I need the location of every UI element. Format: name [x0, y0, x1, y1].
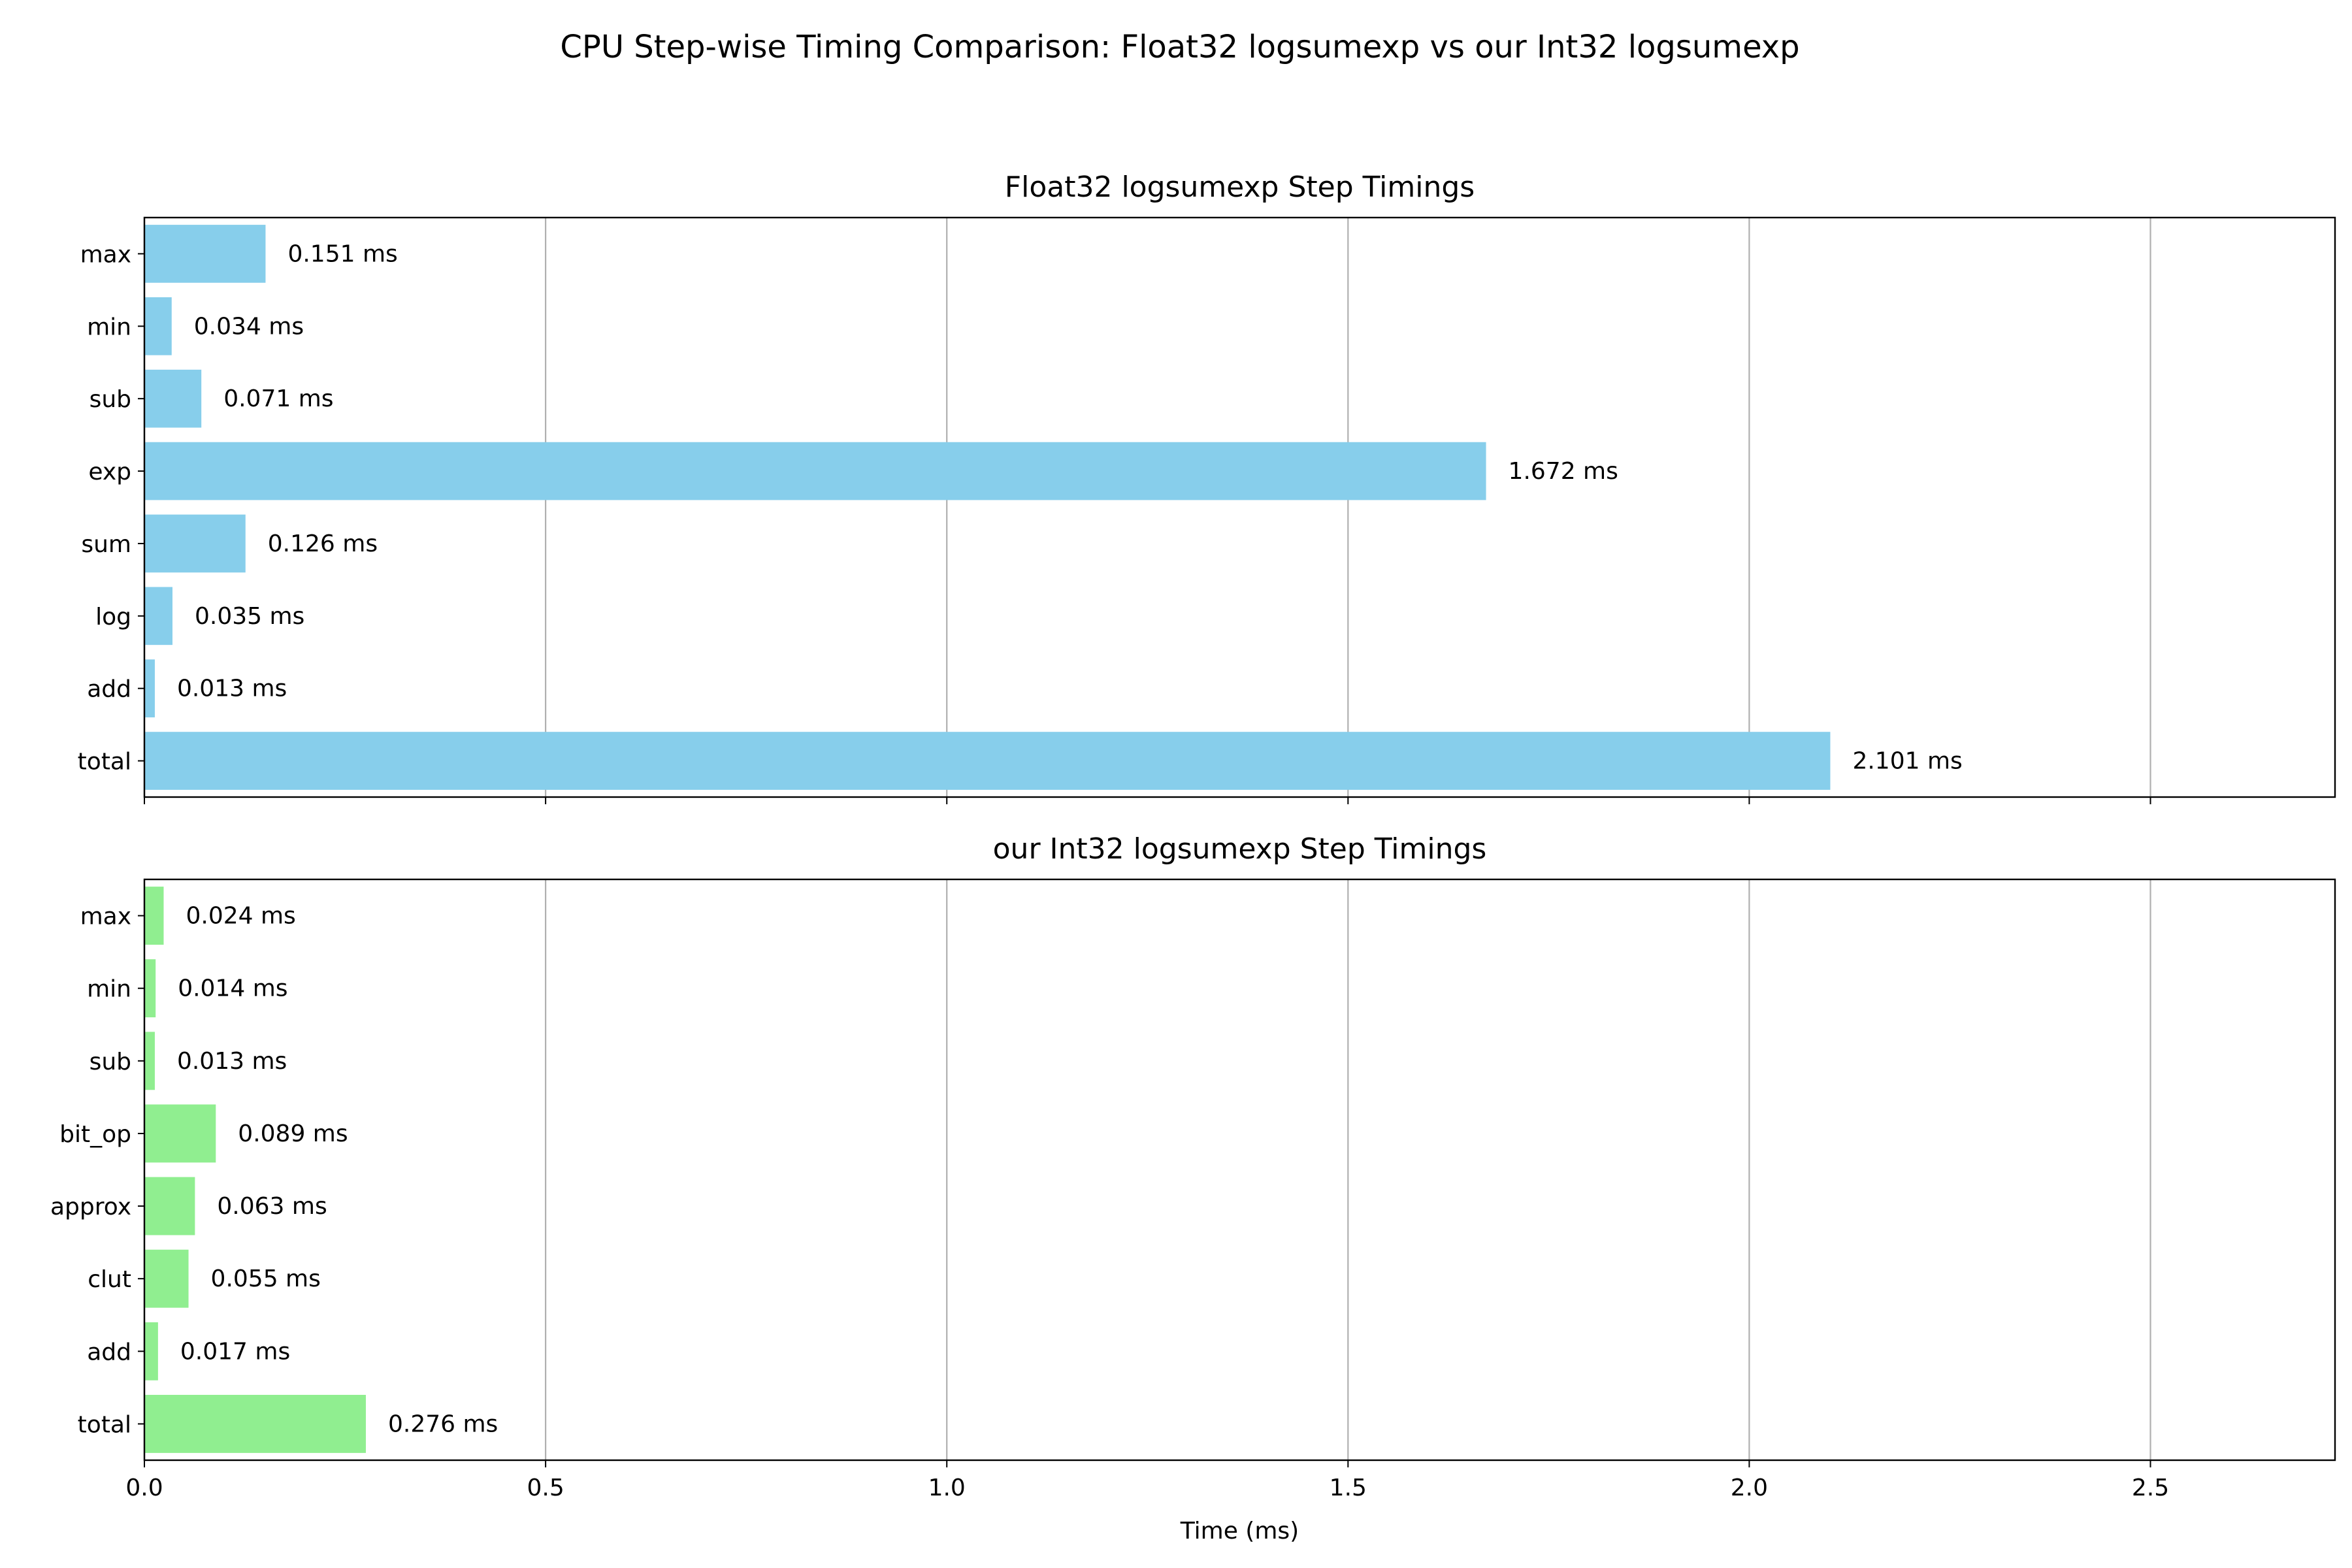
ytick-label-sub: sub: [90, 1049, 131, 1075]
ytick-label-total: total: [78, 749, 131, 776]
ytick-label-add: add: [87, 676, 131, 703]
data-label-sub: 0.013 ms: [177, 1048, 287, 1075]
ytick-label-max: max: [80, 904, 131, 930]
bar-clut: [144, 1249, 189, 1308]
xtick-label: 0.0: [125, 1475, 163, 1501]
bar-sub: [144, 369, 202, 428]
ytick-label-sub: sub: [90, 386, 131, 413]
axes-frame: [143, 878, 2336, 1462]
figure-title: CPU Step-wise Timing Comparison: Float32…: [560, 29, 1799, 65]
bar-min: [144, 959, 156, 1018]
data-label-clut: 0.055 ms: [211, 1266, 321, 1292]
bar-max: [144, 887, 164, 945]
bar-bit_op: [144, 1104, 216, 1163]
ytick-label-approx: approx: [50, 1194, 131, 1220]
xtick-label: 2.5: [2132, 1475, 2169, 1501]
bar-total: [144, 1394, 366, 1453]
bar-min: [144, 297, 172, 355]
bar-add: [144, 1322, 158, 1380]
data-label-min: 0.014 ms: [178, 975, 287, 1002]
ytick-label-total: total: [78, 1411, 131, 1438]
bar-approx: [144, 1177, 195, 1235]
data-label-total: 2.101 ms: [1852, 748, 1962, 775]
panels: 0.151 ms max 0.034 ms min 0.071 ms sub 1.672 m…: [50, 171, 2336, 1544]
data-label-log: 0.035 ms: [195, 603, 304, 630]
x-axis-label: Time (ms): [1180, 1518, 1299, 1544]
bar-exp: [144, 442, 1486, 500]
xtick-label: 1.0: [928, 1475, 966, 1501]
ytick-label-clut: clut: [88, 1266, 131, 1293]
subplot-title-top: Float32 logsumexp Step Timings: [1005, 171, 1475, 204]
subplot-title-bottom: our Int32 logsumexp Step Timings: [993, 832, 1487, 866]
ytick-label-min: min: [87, 976, 131, 1003]
axes-frame: [143, 216, 2336, 798]
ytick-label-bit_op: bit_op: [59, 1121, 131, 1148]
data-label-exp: 1.672 ms: [1509, 458, 1618, 485]
bar-sum: [144, 514, 246, 573]
ytick-label-sum: sum: [81, 531, 131, 558]
data-label-bit_op: 0.089 ms: [238, 1120, 348, 1147]
ytick-label-exp: exp: [88, 459, 131, 485]
xtick-label: 1.5: [1330, 1475, 1367, 1501]
bar-total: [144, 732, 1831, 790]
ytick-label-add: add: [87, 1339, 131, 1365]
data-label-max: 0.024 ms: [186, 903, 295, 930]
bar-max: [144, 225, 266, 283]
data-label-approx: 0.063 ms: [217, 1193, 327, 1220]
data-label-min: 0.034 ms: [194, 313, 304, 340]
xtick-label: 0.5: [527, 1475, 564, 1501]
data-label-total: 0.276 ms: [388, 1411, 498, 1437]
bar-add: [144, 659, 155, 718]
data-label-sub: 0.071 ms: [223, 385, 333, 412]
subplot-top: 0.151 ms max 0.034 ms min 0.071 ms sub 1.672 m…: [78, 171, 2336, 804]
subplot-bottom: 0.024 ms max 0.014 ms min 0.013 ms sub 0.089 m…: [50, 832, 2336, 1544]
data-label-sum: 0.126 ms: [268, 531, 378, 557]
bar-sub: [144, 1032, 155, 1090]
bar-log: [144, 587, 172, 645]
xtick-label: 2.0: [1731, 1475, 1768, 1501]
ytick-label-log: log: [95, 604, 131, 630]
ytick-label-max: max: [80, 241, 131, 268]
data-label-add: 0.017 ms: [180, 1338, 290, 1365]
data-label-add: 0.013 ms: [177, 676, 287, 702]
ytick-label-min: min: [87, 314, 131, 340]
data-label-max: 0.151 ms: [287, 240, 397, 267]
